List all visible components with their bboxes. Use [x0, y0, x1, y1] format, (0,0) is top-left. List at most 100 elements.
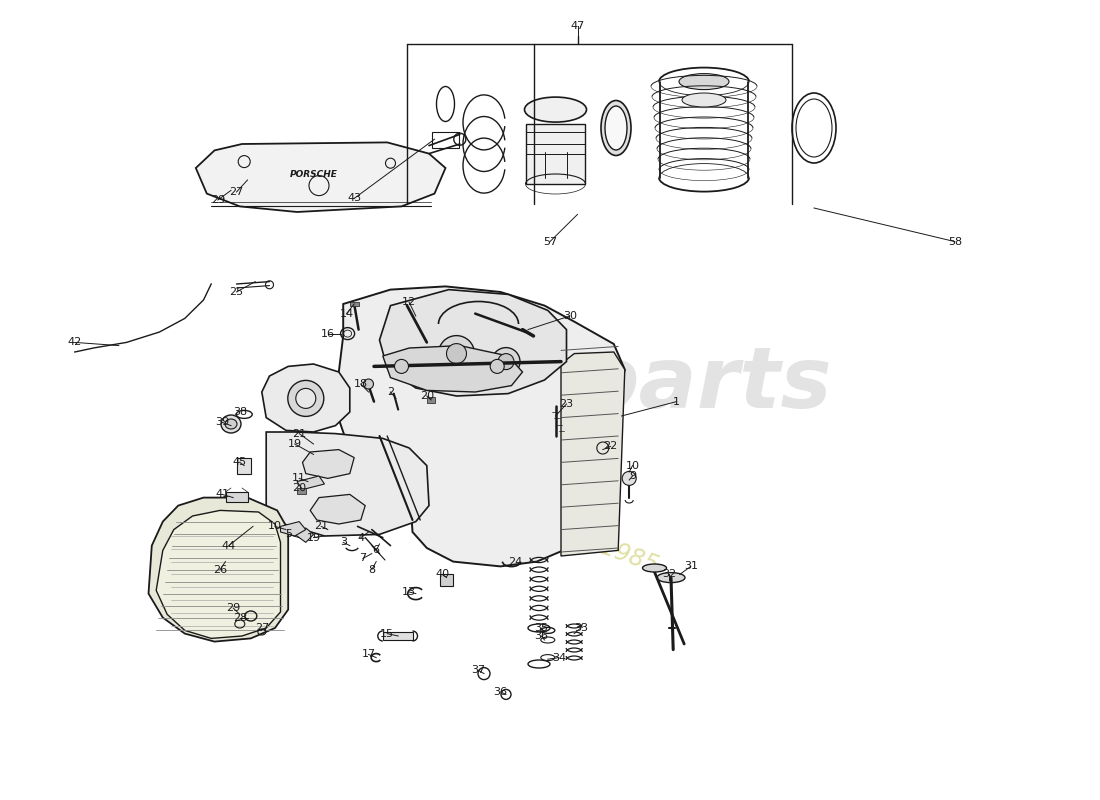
- Text: 13: 13: [403, 587, 416, 597]
- Polygon shape: [526, 124, 585, 184]
- Polygon shape: [427, 397, 434, 403]
- Polygon shape: [295, 528, 313, 542]
- Text: 1: 1: [673, 397, 680, 406]
- Text: 11: 11: [293, 474, 306, 483]
- Polygon shape: [383, 632, 412, 640]
- Text: 6: 6: [373, 546, 380, 555]
- Text: a porsche parts since 1985: a porsche parts since 1985: [352, 446, 661, 578]
- Polygon shape: [196, 142, 446, 212]
- Text: 19: 19: [307, 533, 320, 542]
- Text: 9: 9: [629, 471, 636, 481]
- Text: 24: 24: [508, 557, 521, 566]
- Text: 26: 26: [213, 565, 227, 574]
- Text: 36: 36: [494, 687, 507, 697]
- Text: 57: 57: [543, 237, 557, 246]
- Text: 42: 42: [68, 338, 81, 347]
- Polygon shape: [379, 290, 566, 396]
- Text: 47: 47: [571, 21, 584, 30]
- Circle shape: [439, 336, 474, 371]
- Text: 17: 17: [362, 650, 375, 659]
- Text: 38: 38: [233, 407, 246, 417]
- Text: 30: 30: [563, 311, 576, 321]
- Text: euro: euro: [345, 342, 566, 426]
- Text: 3: 3: [340, 538, 346, 547]
- Text: 39: 39: [216, 418, 229, 427]
- Polygon shape: [297, 488, 306, 494]
- Text: 45: 45: [233, 458, 246, 467]
- Polygon shape: [561, 352, 625, 556]
- Polygon shape: [236, 458, 251, 474]
- Text: 37: 37: [472, 666, 485, 675]
- Circle shape: [492, 347, 520, 375]
- Ellipse shape: [682, 93, 726, 107]
- Text: 32: 32: [662, 570, 675, 579]
- Text: 21: 21: [315, 522, 328, 531]
- Text: 43: 43: [348, 194, 361, 203]
- Text: 22: 22: [604, 442, 617, 451]
- Polygon shape: [310, 494, 365, 524]
- Circle shape: [623, 471, 636, 486]
- Text: 29: 29: [211, 195, 224, 205]
- Circle shape: [296, 388, 316, 408]
- Text: 10: 10: [268, 522, 282, 531]
- Polygon shape: [440, 574, 453, 586]
- Text: 29: 29: [227, 603, 240, 613]
- Text: 33: 33: [574, 623, 587, 633]
- Ellipse shape: [642, 564, 667, 572]
- Polygon shape: [266, 432, 429, 536]
- Text: 34: 34: [552, 653, 565, 662]
- Text: 27: 27: [230, 187, 243, 197]
- Text: 16: 16: [321, 329, 334, 338]
- Polygon shape: [336, 286, 625, 566]
- Text: 28: 28: [233, 613, 246, 622]
- Circle shape: [498, 354, 514, 370]
- Circle shape: [491, 359, 504, 374]
- Ellipse shape: [525, 97, 586, 122]
- Text: 7: 7: [360, 554, 366, 563]
- Text: PORSCHE: PORSCHE: [289, 170, 338, 179]
- Text: 36: 36: [535, 631, 548, 641]
- Text: 8: 8: [368, 565, 375, 574]
- Circle shape: [363, 379, 374, 389]
- Text: 14: 14: [340, 309, 353, 318]
- Ellipse shape: [226, 419, 236, 429]
- Polygon shape: [302, 450, 354, 478]
- Text: 4: 4: [358, 533, 364, 542]
- Text: 10: 10: [626, 461, 639, 470]
- Circle shape: [447, 344, 466, 363]
- Ellipse shape: [679, 74, 729, 90]
- Text: 23: 23: [560, 399, 573, 409]
- Text: 2: 2: [387, 387, 394, 397]
- Text: 58: 58: [948, 237, 961, 246]
- Text: 41: 41: [216, 490, 229, 499]
- Text: 21: 21: [293, 429, 306, 438]
- Text: 19: 19: [288, 439, 301, 449]
- Text: 31: 31: [684, 562, 697, 571]
- Polygon shape: [383, 346, 522, 392]
- Polygon shape: [156, 510, 280, 638]
- Text: 40: 40: [436, 570, 449, 579]
- Text: 15: 15: [381, 629, 394, 638]
- Polygon shape: [280, 522, 306, 536]
- Polygon shape: [148, 498, 288, 642]
- Ellipse shape: [605, 106, 627, 150]
- Circle shape: [395, 359, 408, 374]
- Text: 44: 44: [222, 541, 235, 550]
- Text: 35: 35: [535, 623, 548, 633]
- Polygon shape: [350, 302, 359, 306]
- Polygon shape: [297, 476, 324, 490]
- Ellipse shape: [601, 101, 631, 155]
- Text: parts: parts: [578, 342, 832, 426]
- Text: 20: 20: [293, 483, 306, 493]
- Text: 18: 18: [354, 379, 367, 389]
- Ellipse shape: [657, 573, 685, 582]
- Polygon shape: [262, 364, 350, 432]
- Text: 27: 27: [255, 623, 268, 633]
- Text: 5: 5: [285, 530, 292, 539]
- Text: 12: 12: [403, 298, 416, 307]
- Text: 20: 20: [420, 391, 433, 401]
- Ellipse shape: [221, 415, 241, 433]
- Circle shape: [288, 380, 323, 416]
- Text: 25: 25: [230, 287, 243, 297]
- Polygon shape: [226, 492, 248, 502]
